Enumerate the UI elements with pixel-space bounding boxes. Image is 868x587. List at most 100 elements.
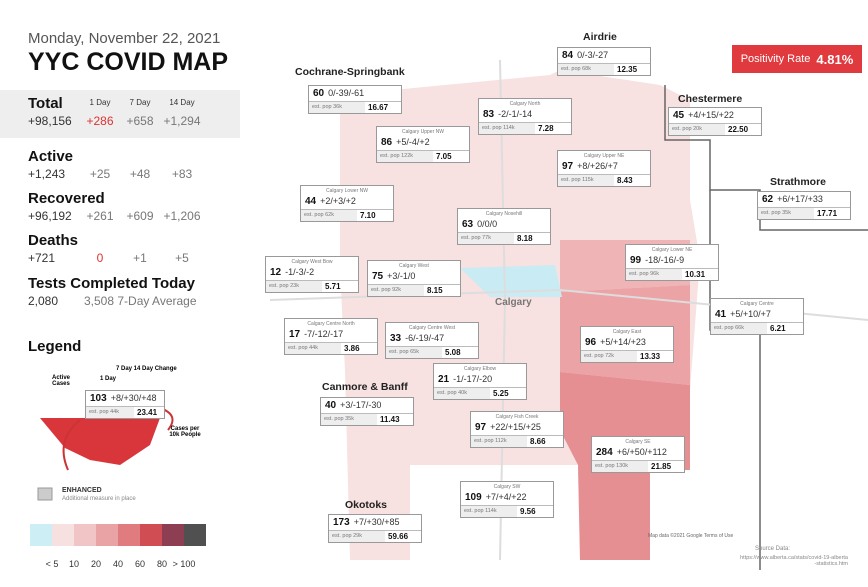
- box-row: 99 -18/-16/-9: [626, 253, 718, 268]
- rate: 13.33: [640, 352, 661, 361]
- tests-average: 3,508 7-Day Average: [84, 294, 197, 308]
- row-change: +5: [175, 251, 189, 265]
- box-row: 33 -6/-19/-47: [386, 331, 478, 346]
- pop: est. pop 35k: [758, 208, 814, 219]
- pop: est. pop 96k: [626, 269, 682, 280]
- box-row: est. pop 29k 59.66: [329, 530, 421, 542]
- pop: est. pop 72k: [581, 351, 637, 362]
- pop: est. pop 20k: [669, 124, 725, 135]
- box-row: est. pop 112k 8.66: [471, 435, 563, 447]
- row-change: +83: [171, 167, 193, 181]
- legend-graphic: [37, 407, 174, 501]
- area-name: Calgary Fish Creek: [495, 414, 539, 420]
- area-name: Calgary Nosehill: [485, 211, 523, 217]
- scale-swatch: [118, 524, 140, 546]
- box-row: 97 +8/+26/+7: [558, 159, 650, 174]
- pop: est. pop 44k: [285, 343, 341, 354]
- area-name: Calgary SW: [493, 484, 521, 490]
- area-box: Calgary Upper NE 97 +8/+26/+7 est. pop 115k…: [557, 150, 651, 187]
- legend-title: Legend: [28, 338, 82, 355]
- rate: 8.18: [517, 234, 533, 243]
- area-box: Calgary East 96 +5/+14/+23 est. pop 72k 13.3…: [580, 326, 674, 363]
- area-box: Calgary West Bow 12 -1/-3/-2 est. pop 23k 5.…: [265, 256, 359, 293]
- box-row: est. pop 130k 21.85: [592, 460, 684, 472]
- box-row: 21 -1/-17/-20: [434, 372, 526, 387]
- active: 60: [313, 88, 325, 99]
- pop: est. pop 112k: [471, 436, 527, 447]
- changes: +2/+3/+2: [320, 196, 356, 206]
- row-label: Active: [28, 148, 74, 165]
- active: 99: [630, 255, 642, 266]
- rate: 8.15: [427, 286, 443, 295]
- box-row: 12 -1/-3/-2: [266, 265, 358, 280]
- scale-swatch: [30, 524, 52, 546]
- scale-label: 10: [69, 559, 79, 569]
- area-box: Calgary Fish Creek 97 +22/+15/+25 est. pop …: [470, 411, 564, 448]
- pop: est. pop 130k: [592, 461, 648, 472]
- source-url: https://www.alberta.ca/stats/covid-19-al…: [740, 555, 848, 567]
- title: YYC COVID MAP: [28, 48, 229, 76]
- area-box: Calgary SW 109 +7/+4/+22 est. pop 114k 9.56: [460, 481, 554, 518]
- active: 63: [462, 219, 474, 230]
- region-name: Chestermere: [678, 93, 743, 105]
- row-change: +48: [129, 167, 151, 181]
- pop: est. pop 114k: [479, 123, 535, 134]
- box-row: 62 +6/+17/+33: [758, 192, 850, 207]
- city-label: Calgary: [495, 297, 532, 308]
- box-row: est. pop 66k 6.21: [711, 322, 803, 334]
- box-row: 75 +3/-1/0: [368, 269, 460, 284]
- legend-note: Cases per 10k People: [169, 426, 201, 438]
- enhanced-swatch: [37, 487, 53, 501]
- box-row: est. pop 23k 5.71: [266, 280, 358, 292]
- changes: -1/-3/-2: [285, 267, 315, 277]
- box-row: est. pop 35k 17.71: [758, 207, 850, 219]
- rate: 17.71: [817, 209, 838, 218]
- pop: est. pop 122k: [377, 151, 433, 162]
- box-row: est. pop 115k 8.43: [558, 174, 650, 186]
- box-row: 96 +5/+14/+23: [581, 335, 673, 350]
- enhanced: ENHANCED: [62, 487, 102, 494]
- pop: est. pop 29k: [329, 531, 385, 542]
- changes: +7/+30/+85: [353, 517, 400, 527]
- area-box: 40 +3/-17/-30 est. pop 35k 11.43: [320, 397, 414, 426]
- area-box: Calgary SE 284 +6/+50/+112 est. pop 130k 21.…: [591, 436, 685, 473]
- row-value: +721: [28, 251, 56, 265]
- area-box: 173 +7/+30/+85 est. pop 29k 59.66: [328, 514, 422, 543]
- rate: 16.67: [368, 103, 389, 112]
- active: 21: [438, 374, 450, 385]
- row-change: +25: [89, 167, 111, 181]
- rate: 23.41: [137, 408, 158, 417]
- pop: est. pop 44k: [86, 407, 134, 418]
- active: 86: [381, 137, 393, 148]
- box-row: 44 +2/+3/+2: [301, 194, 393, 209]
- column-header: 1 Day: [89, 98, 111, 107]
- area-box: Calgary Lower NE 99 -18/-16/-9 est. pop 96k…: [625, 244, 719, 281]
- pop: est. pop 36k: [309, 102, 365, 113]
- rate: 8.43: [617, 176, 633, 185]
- area-box: 60 0/-39/-61 est. pop 36k 16.67: [308, 85, 402, 114]
- summary-row: Deaths +721 0 +1 +5: [28, 232, 240, 265]
- box-row: 40 +3/-17/-30: [321, 398, 413, 413]
- active: 45: [673, 110, 685, 121]
- box-row: est. pop 68k 12.35: [558, 63, 650, 75]
- legend-shape: [40, 418, 160, 465]
- area-box: 84 0/-3/-27 est. pop 68k 12.35: [557, 47, 651, 76]
- scale-swatch: [184, 524, 206, 546]
- active: 103: [90, 393, 107, 404]
- changes: +8/+26/+7: [577, 161, 618, 171]
- box-row: 86 +5/-4/+2: [377, 135, 469, 150]
- changes: +5/+14/+23: [600, 337, 646, 347]
- box-row: est. pop 77k 8.18: [458, 232, 550, 244]
- pop: est. pop 115k: [558, 175, 614, 186]
- rate: 3.86: [344, 344, 360, 353]
- box-row: 84 0/-3/-27: [558, 48, 650, 63]
- region-name: Strathmore: [770, 176, 827, 188]
- rate: 10.31: [685, 270, 706, 279]
- date: Monday, November 22, 2021: [28, 30, 221, 47]
- box-row: 83 -2/-1/-14: [479, 107, 571, 122]
- legend-arrow: [62, 419, 81, 471]
- rate: 7.10: [360, 211, 376, 220]
- box-row: est. pop 114k 9.56: [461, 505, 553, 517]
- pop: est. pop 23k: [266, 281, 322, 292]
